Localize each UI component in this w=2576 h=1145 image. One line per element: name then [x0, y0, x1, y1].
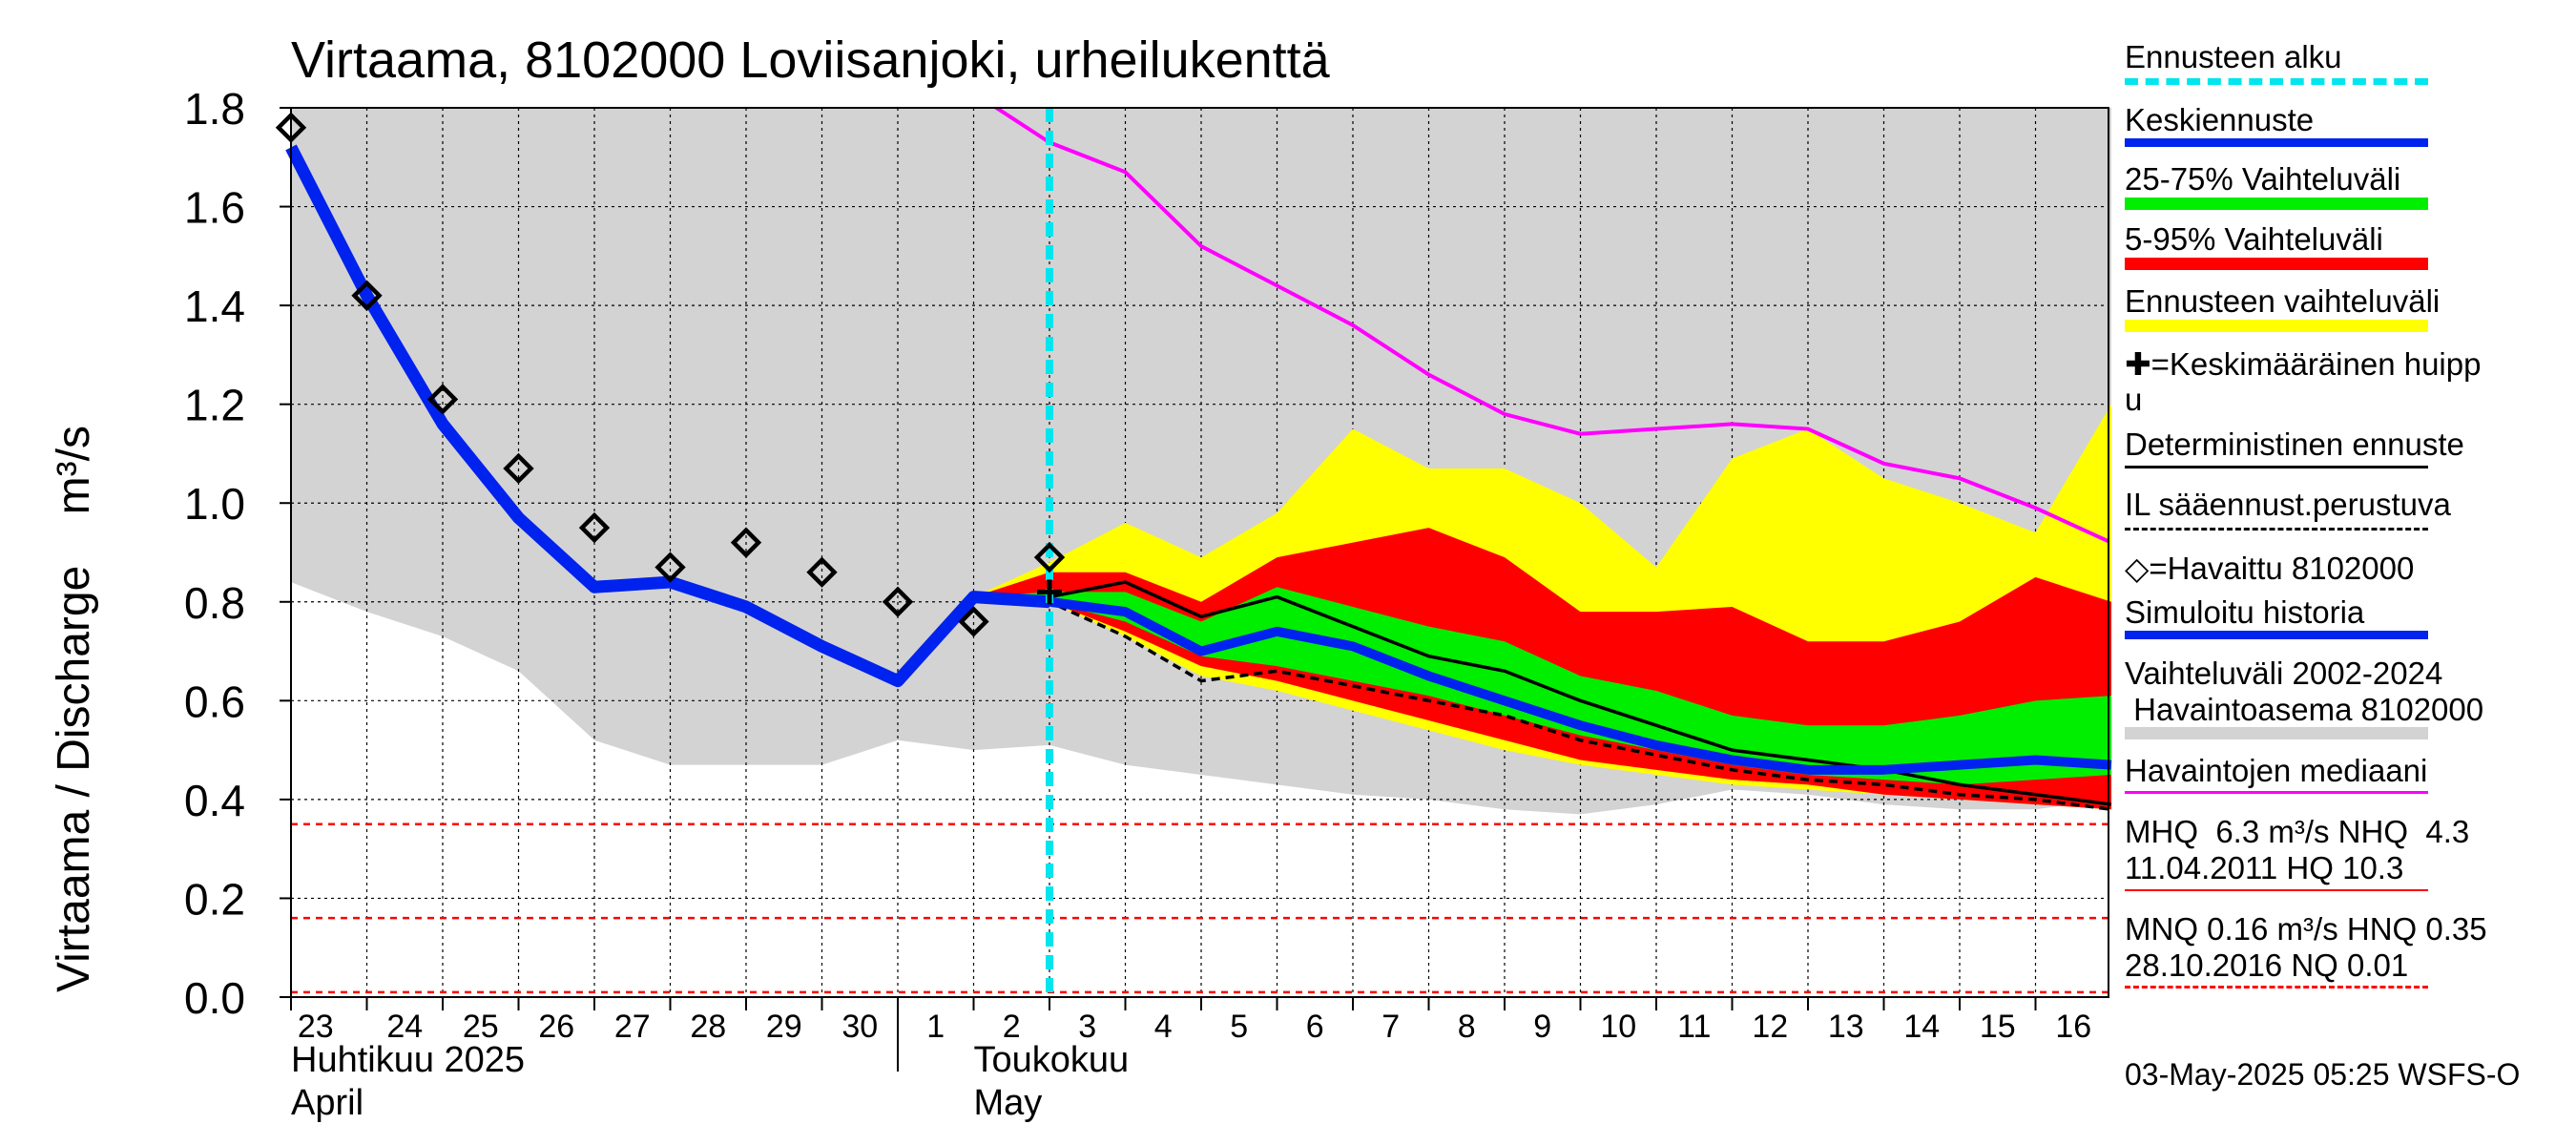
x-tick-label: 4: [1154, 1009, 1173, 1045]
observed-point: [654, 552, 686, 583]
legend-hq-swatch: [2125, 889, 2428, 891]
x-tick-label: 14: [1903, 1009, 1940, 1045]
legend-mhq: MHQ 6.3 m³/s NHQ 4.3: [2125, 814, 2470, 849]
x-tick-label: 29: [766, 1009, 802, 1045]
legend-band-5-95-swatch: [2125, 258, 2428, 270]
x-tick-label: 30: [841, 1009, 878, 1045]
x-tick-label: 3: [1078, 1009, 1096, 1045]
legend-observed: ◇=Havaittu 8102000: [2125, 551, 2415, 586]
x-tick-label: 1: [926, 1009, 945, 1045]
legend-hq: 11.04.2011 HQ 10.3: [2125, 850, 2404, 885]
legend-simulated-swatch: [2125, 631, 2428, 639]
x-tick-label: 2: [1003, 1009, 1021, 1045]
legend-mean-peak: ✚=Keskimääräinen huipp: [2125, 346, 2482, 382]
mean-forecast-line: [973, 592, 2112, 775]
observed-point: [730, 527, 762, 558]
legend-deterministic: Deterministinen ennuste: [2125, 427, 2464, 462]
legend-band-25-75-swatch: [2125, 198, 2428, 210]
x-tick-label: 23: [298, 1009, 334, 1045]
observed-point: [958, 606, 989, 637]
legend-forecast-range-swatch: [2125, 320, 2428, 332]
observed-point: [578, 511, 611, 544]
y-tick-label: 1.0: [184, 479, 245, 529]
legend-band-25-75: 25-75% Vaihteluväli: [2125, 161, 2401, 197]
footer-timestamp: 03-May-2025 05:25 WSFS-O: [2125, 1057, 2521, 1092]
observed-point: [882, 586, 914, 617]
month-label-en: April: [291, 1083, 364, 1123]
y-axis-label: Virtaama / Discharge m³/s: [49, 426, 99, 992]
y-tick-label: 1.4: [184, 281, 245, 331]
x-tick-label: 7: [1381, 1009, 1400, 1045]
legend-nq: 28.10.2016 NQ 0.01: [2125, 947, 2409, 983]
median-observed-line: [992, 108, 2109, 544]
plot-frame: [290, 107, 2109, 998]
legend-simulated: Simuloitu historia: [2125, 594, 2365, 630]
x-tick-label: 26: [538, 1009, 574, 1045]
legend-median: Havaintojen mediaani: [2125, 753, 2428, 788]
legend-band-5-95: 5-95% Vaihteluväli: [2125, 221, 2383, 257]
x-tick-label: 16: [2055, 1009, 2091, 1045]
legend-history-band: Vaihteluväli 2002-2024: [2125, 656, 2443, 691]
x-tick-label: 8: [1458, 1009, 1476, 1045]
month-label: Toukokuu: [974, 1040, 1130, 1080]
legend-nq-swatch: [2125, 986, 2428, 989]
x-tick-label: 10: [1600, 1009, 1636, 1045]
observed-point: [503, 452, 534, 485]
y-tick-label: 1.6: [184, 183, 245, 233]
x-tick-label: 13: [1828, 1009, 1864, 1045]
x-tick-label: 5: [1230, 1009, 1248, 1045]
x-tick-label: 6: [1306, 1009, 1324, 1045]
observed-point: [1033, 541, 1066, 573]
x-tick-label: 28: [690, 1009, 726, 1045]
legend-history-swatch: [2125, 727, 2428, 739]
y-tick-label: 1.2: [184, 381, 245, 430]
y-tick-label: 0.2: [184, 874, 245, 924]
y-tick-label: 0.6: [184, 677, 245, 726]
x-tick-label: 27: [614, 1009, 651, 1045]
legend-il-swatch: [2125, 528, 2428, 531]
legend-mean-peak-wrap: u: [2125, 382, 2143, 417]
y-tick-label: 0.0: [184, 973, 245, 1023]
month-label: Huhtikuu 2025: [291, 1040, 525, 1080]
legend-history-station: Havaintoasema 8102000: [2125, 692, 2484, 727]
x-tick-label: 15: [1980, 1009, 2016, 1045]
mean-peak-marker: [1037, 579, 1062, 605]
y-tick-label: 0.4: [184, 776, 245, 825]
deterministic-forecast-line: [973, 580, 2112, 806]
legend-il: IL sääennust.perustuva: [2125, 487, 2451, 522]
legend-mean: Keskiennuste: [2125, 102, 2315, 137]
legend-forecast-start-swatch: [2125, 78, 2428, 85]
observed-point: [351, 280, 383, 311]
legend-mnq: MNQ 0.16 m³/s HNQ 0.35: [2125, 911, 2487, 947]
y-tick-label: 0.8: [184, 578, 245, 628]
chart-title: Virtaama, 8102000 Loviisanjoki, urheiluk…: [291, 31, 1330, 89]
legend-median-swatch: [2125, 791, 2428, 794]
x-tick-label: 11: [1677, 1009, 1711, 1045]
y-tick-label: 1.8: [184, 84, 245, 134]
legend-forecast-start: Ennusteen alku: [2125, 39, 2342, 74]
x-tick-label: 24: [386, 1009, 423, 1045]
x-tick-label: 25: [463, 1009, 499, 1045]
legend-mean-swatch: [2125, 138, 2428, 147]
x-tick-label: 12: [1752, 1009, 1788, 1045]
legend-forecast-range: Ennusteen vaihteluväli: [2125, 283, 2441, 319]
il-forecast-line: [973, 594, 2112, 811]
observed-point: [806, 556, 838, 588]
legend-deterministic-swatch: [2125, 466, 2428, 468]
month-label-en: May: [974, 1083, 1043, 1123]
x-tick-label: 9: [1533, 1009, 1551, 1045]
observed-point: [426, 384, 459, 415]
